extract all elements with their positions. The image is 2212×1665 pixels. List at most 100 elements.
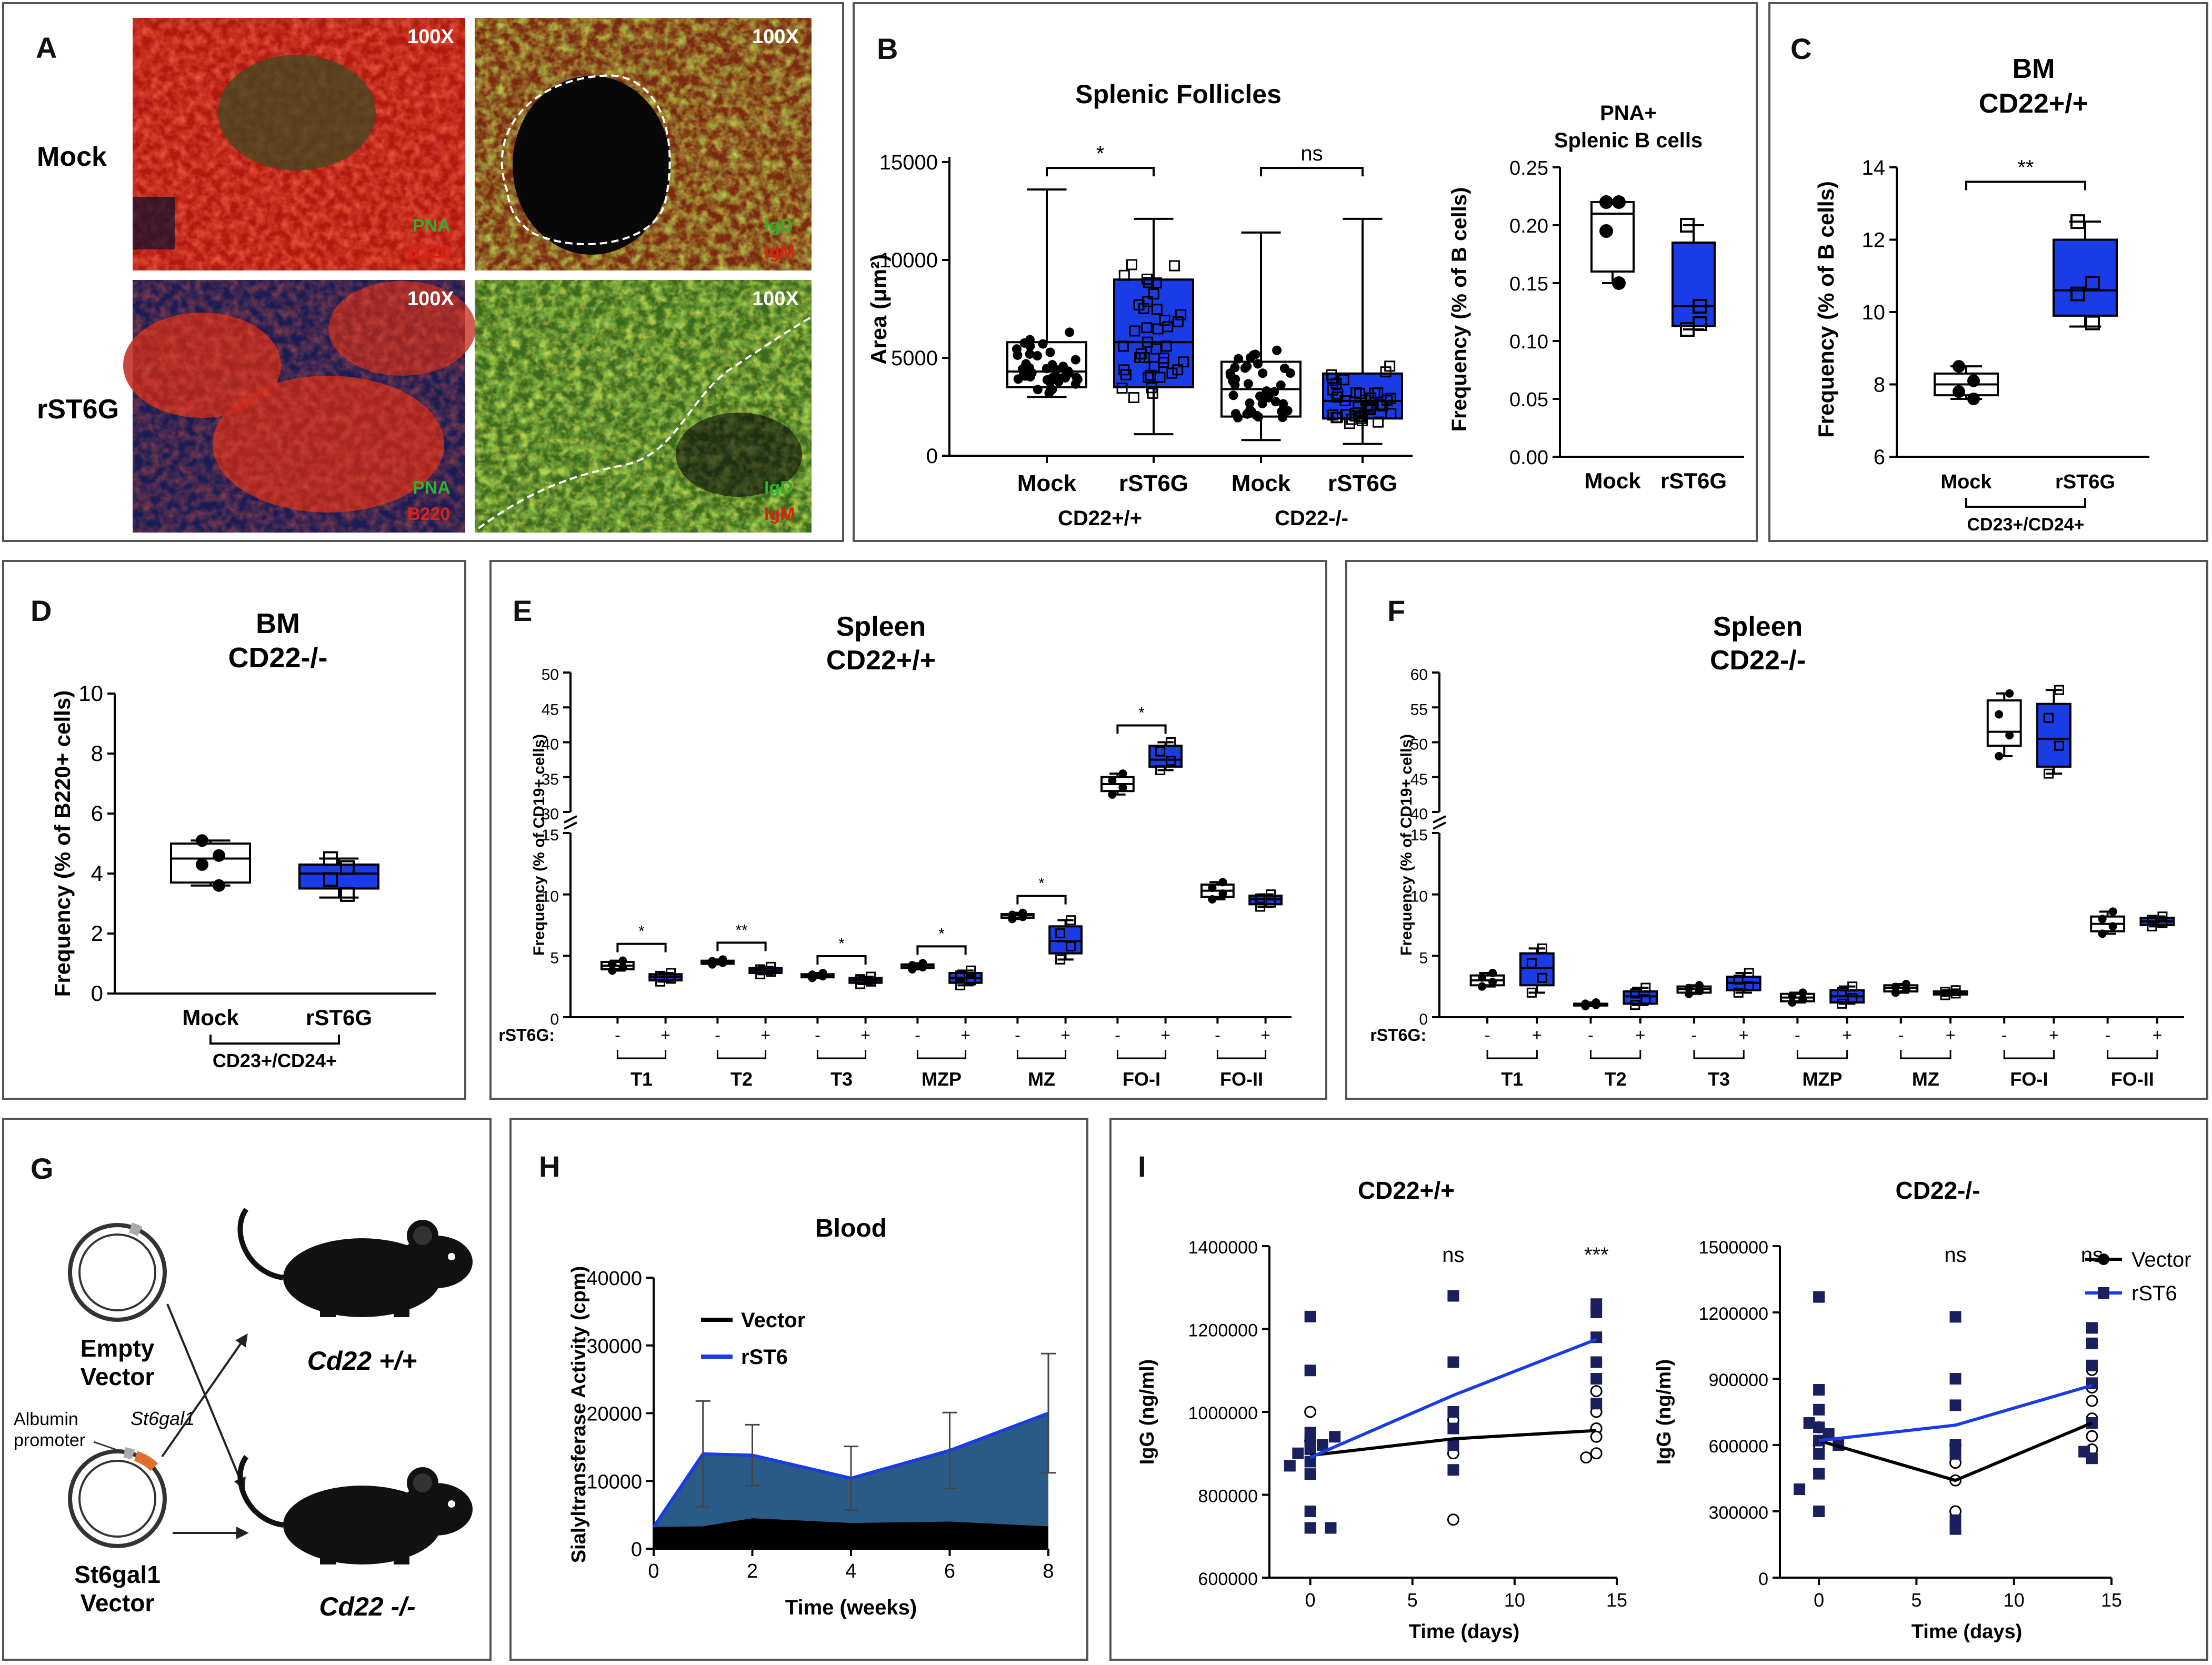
stain-label-b220: B220 (407, 504, 450, 524)
data-point (1155, 765, 1166, 775)
treatment-sign: - (1115, 1026, 1120, 1045)
data-point (1118, 269, 1130, 281)
group-bracket (1486, 1050, 1538, 1059)
chart-subtitle: CD22+/+ (1979, 88, 2088, 119)
panel-letter: H (539, 1150, 560, 1183)
y-tick-label: 40 (1410, 806, 1428, 823)
y-tick-label: 10 (1410, 888, 1428, 906)
y-tick-label: 1200000 (1699, 1304, 1768, 1324)
treatment-sign: - (1485, 1026, 1490, 1045)
data-point-rst6 (1304, 1522, 1316, 1534)
data-point (1278, 399, 1288, 409)
box (298, 863, 379, 890)
group-bracket (1965, 498, 2086, 508)
box-plot (1000, 911, 1035, 920)
data-point (1033, 385, 1043, 395)
data-point (1148, 361, 1160, 373)
data-point (1044, 388, 1054, 398)
treatment-sign: - (715, 1026, 720, 1045)
x-axis-label: Time (days) (1911, 1621, 2022, 1643)
y-tick-label: 45 (542, 701, 559, 718)
data-point-rst6 (1447, 1464, 1459, 1476)
data-point (2147, 915, 2157, 925)
x-tick-label: rST6G (2055, 471, 2115, 493)
data-point (966, 965, 976, 976)
y-tick-label: 600000 (1198, 1569, 1258, 1589)
data-point (2108, 907, 2117, 916)
x-tick-label: rST6G (1119, 470, 1188, 496)
micrograph-mock-pna-b220 (133, 18, 465, 270)
y-tick-label: 5 (1419, 949, 1428, 967)
data-point-rst6 (1590, 1398, 1603, 1410)
data-point (2044, 768, 2054, 779)
treatment-sign: - (1898, 1026, 1904, 1045)
box-plot (1100, 773, 1135, 796)
data-point (1995, 710, 2004, 719)
data-point-vector (1304, 1406, 1317, 1418)
data-point (1327, 409, 1339, 421)
box-plot (2090, 910, 2126, 935)
empty-vector-label-2: Vector (81, 1363, 155, 1390)
data-point (2085, 315, 2100, 330)
treatment-sign: - (2105, 1026, 2110, 1045)
panel-e: E Spleen CD22+/+ Frequency (% of CD19+ cel… (489, 560, 1327, 1100)
data-point-rst6 (1813, 1291, 1825, 1303)
data-point (1166, 737, 1176, 747)
data-point (1891, 982, 1900, 991)
chart-title: CD22-/- (1895, 1177, 1980, 1204)
data-point (1684, 984, 1693, 992)
panel-letter: E (513, 594, 533, 627)
data-point (1640, 994, 1651, 1005)
y-tick-label: 45 (1410, 771, 1428, 788)
group-label: CD23+/CD24+ (1967, 515, 2084, 535)
panel-b: B Splenic Follicles Area (μm²) 0 5000 10000 1… (853, 2, 1758, 542)
data-point (866, 971, 876, 982)
data-point (1245, 405, 1255, 415)
y-tick-label: 6 (1874, 446, 1885, 469)
box-plot (1248, 893, 1283, 908)
y-tick-label: 30000 (586, 1336, 642, 1358)
significance-bracket (1965, 180, 2086, 190)
y-tick-label: 15 (542, 827, 559, 844)
x-tick-label: 0 (1814, 1589, 1824, 1611)
data-point (1326, 369, 1337, 380)
data-point-rst6 (1590, 1356, 1603, 1368)
treatment-sign: - (2001, 1026, 2007, 1045)
y-tick-label: 900000 (1709, 1370, 1768, 1390)
box-plot (848, 976, 883, 985)
data-point (213, 849, 225, 862)
data-point (1172, 364, 1184, 376)
data-point (2005, 731, 2014, 740)
data-point (2054, 740, 2064, 751)
data-point (1138, 303, 1149, 314)
data-point (1045, 377, 1055, 387)
data-point (1166, 756, 1176, 766)
box (1048, 925, 1083, 955)
y-tick-label: 40000 (586, 1268, 642, 1290)
box-plot (1829, 985, 1865, 1005)
data-point (708, 957, 717, 966)
data-point (1798, 995, 1807, 1004)
data-point (1018, 369, 1028, 379)
arrow (166, 1303, 246, 1491)
chart-title: PNA+ (1600, 102, 1657, 125)
legend-label-rst6: rST6 (2131, 1282, 2177, 1305)
data-point (1148, 288, 1159, 300)
x-tick-label: 0 (648, 1560, 659, 1582)
data-point-rst6 (1813, 1506, 1825, 1517)
box-plot (1469, 972, 1505, 988)
data-point (1126, 259, 1137, 270)
data-point (608, 966, 617, 975)
data-point (655, 976, 666, 987)
panel-letter: A (36, 31, 57, 64)
y-tick-label: 0 (1419, 1011, 1428, 1028)
legend-label-vector: Vector (2131, 1248, 2191, 1271)
y-tick-label: 0 (91, 981, 103, 1006)
data-point (1143, 277, 1155, 288)
y-tick-label: 10000 (586, 1471, 642, 1493)
stain-label-igd: IgD (764, 216, 793, 236)
data-point (213, 879, 225, 892)
data-point (1266, 889, 1276, 900)
data-point-rst6 (1304, 1443, 1316, 1455)
y-tick-label: 1500000 (1699, 1238, 1768, 1258)
